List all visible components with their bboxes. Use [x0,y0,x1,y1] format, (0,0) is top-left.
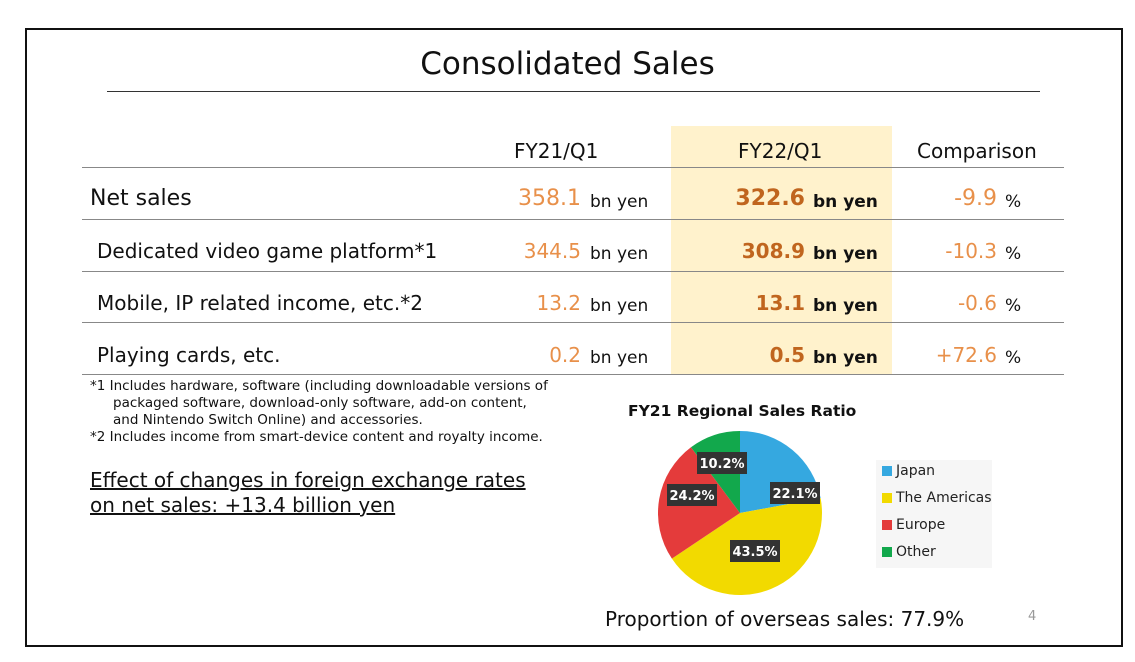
pie-legend: Japan The Americas Europe Other [876,460,992,568]
svg-text:24.2%: 24.2% [669,489,714,504]
comparison-value: -9.9 [954,186,997,211]
row-label: Playing cards, etc. [97,343,281,367]
legend-label: Japan [896,463,936,479]
page-number: 4 [1028,609,1037,624]
divider [82,322,1064,323]
legend-item: Europe [882,517,945,533]
slide-title: Consolidated Sales [420,46,715,82]
fy21-value: 13.2 [536,291,581,315]
footnote-1-cont: and Nintendo Switch Online) and accessor… [113,412,423,428]
fy21-value: 344.5 [523,239,581,263]
fx-line-1: Effect of changes in foreign exchange ra… [90,468,526,492]
pie-data-label: 43.5% [730,540,780,562]
pie-title: FY21 Regional Sales Ratio [628,402,857,420]
comparison-pct: % [1005,244,1022,264]
header-fy21: FY21/Q1 [514,139,599,163]
legend-item: Japan [882,463,935,479]
footnote-1-cont: packaged software, download-only softwar… [113,395,527,411]
svg-text:10.2%: 10.2% [699,457,744,472]
pie-chart: 22.1% 43.5% 24.2% 10.2% [658,431,822,595]
fy22-unit: bn yen [813,192,878,212]
fy22-unit: bn yen [813,348,878,368]
pie-data-label: 22.1% [770,482,820,504]
fy22-value: 322.6 [735,186,805,211]
header-fy22: FY22/Q1 [738,139,823,163]
fy22-unit: bn yen [813,244,878,264]
comparison-pct: % [1005,192,1022,212]
fx-effect: Effect of changes in foreign exchange ra… [90,468,526,518]
legend-label: Europe [896,517,946,533]
pie-data-label: 10.2% [697,452,747,474]
divider [82,271,1064,272]
svg-text:22.1%: 22.1% [772,487,817,502]
legend-swatch [882,520,892,530]
header-comparison: Comparison [917,139,1037,163]
legend-swatch [882,547,892,557]
svg-text:43.5%: 43.5% [732,545,777,560]
fy21-unit: bn yen [590,348,649,368]
fy22-value: 308.9 [741,239,805,263]
comparison-value: +72.6 [935,343,997,367]
fy21-value: 358.1 [518,186,581,211]
fy21-unit: bn yen [590,192,649,212]
legend-swatch [882,466,892,476]
row-label: Net sales [90,186,192,211]
pie-data-label: 24.2% [667,484,717,506]
fy21-unit: bn yen [590,244,649,264]
row-label: Dedicated video game platform*1 [97,239,438,263]
comparison-value: -10.3 [945,239,997,263]
legend-swatch [882,493,892,503]
fy21-value: 0.2 [549,343,581,367]
footnotes: *1 Includes hardware, software (includin… [90,378,548,446]
comparison-value: -0.6 [957,291,997,315]
fy21-unit: bn yen [590,296,649,316]
comparison-pct: % [1005,296,1022,316]
divider [82,167,1064,168]
fy22-value: 13.1 [755,291,805,315]
footnote-1: *1 Includes hardware, software (includin… [90,378,548,394]
comparison-pct: % [1005,348,1022,368]
divider [82,374,1064,375]
fy22-value: 0.5 [769,343,805,367]
overseas-proportion: Proportion of overseas sales: 77.9% [605,607,965,631]
legend-item: The Americas [882,490,992,506]
legend-label: Other [896,544,936,560]
slide-frame [25,28,1123,647]
legend-label: The Americas [896,490,992,506]
title-divider [107,91,1040,92]
fy22-unit: bn yen [813,296,878,316]
legend-item: Other [882,544,936,560]
footnote-2: *2 Includes income from smart-device con… [90,429,543,445]
fx-line-2: on net sales: +13.4 billion yen [90,493,396,517]
divider [82,219,1064,220]
row-label: Mobile, IP related income, etc.*2 [97,291,423,315]
